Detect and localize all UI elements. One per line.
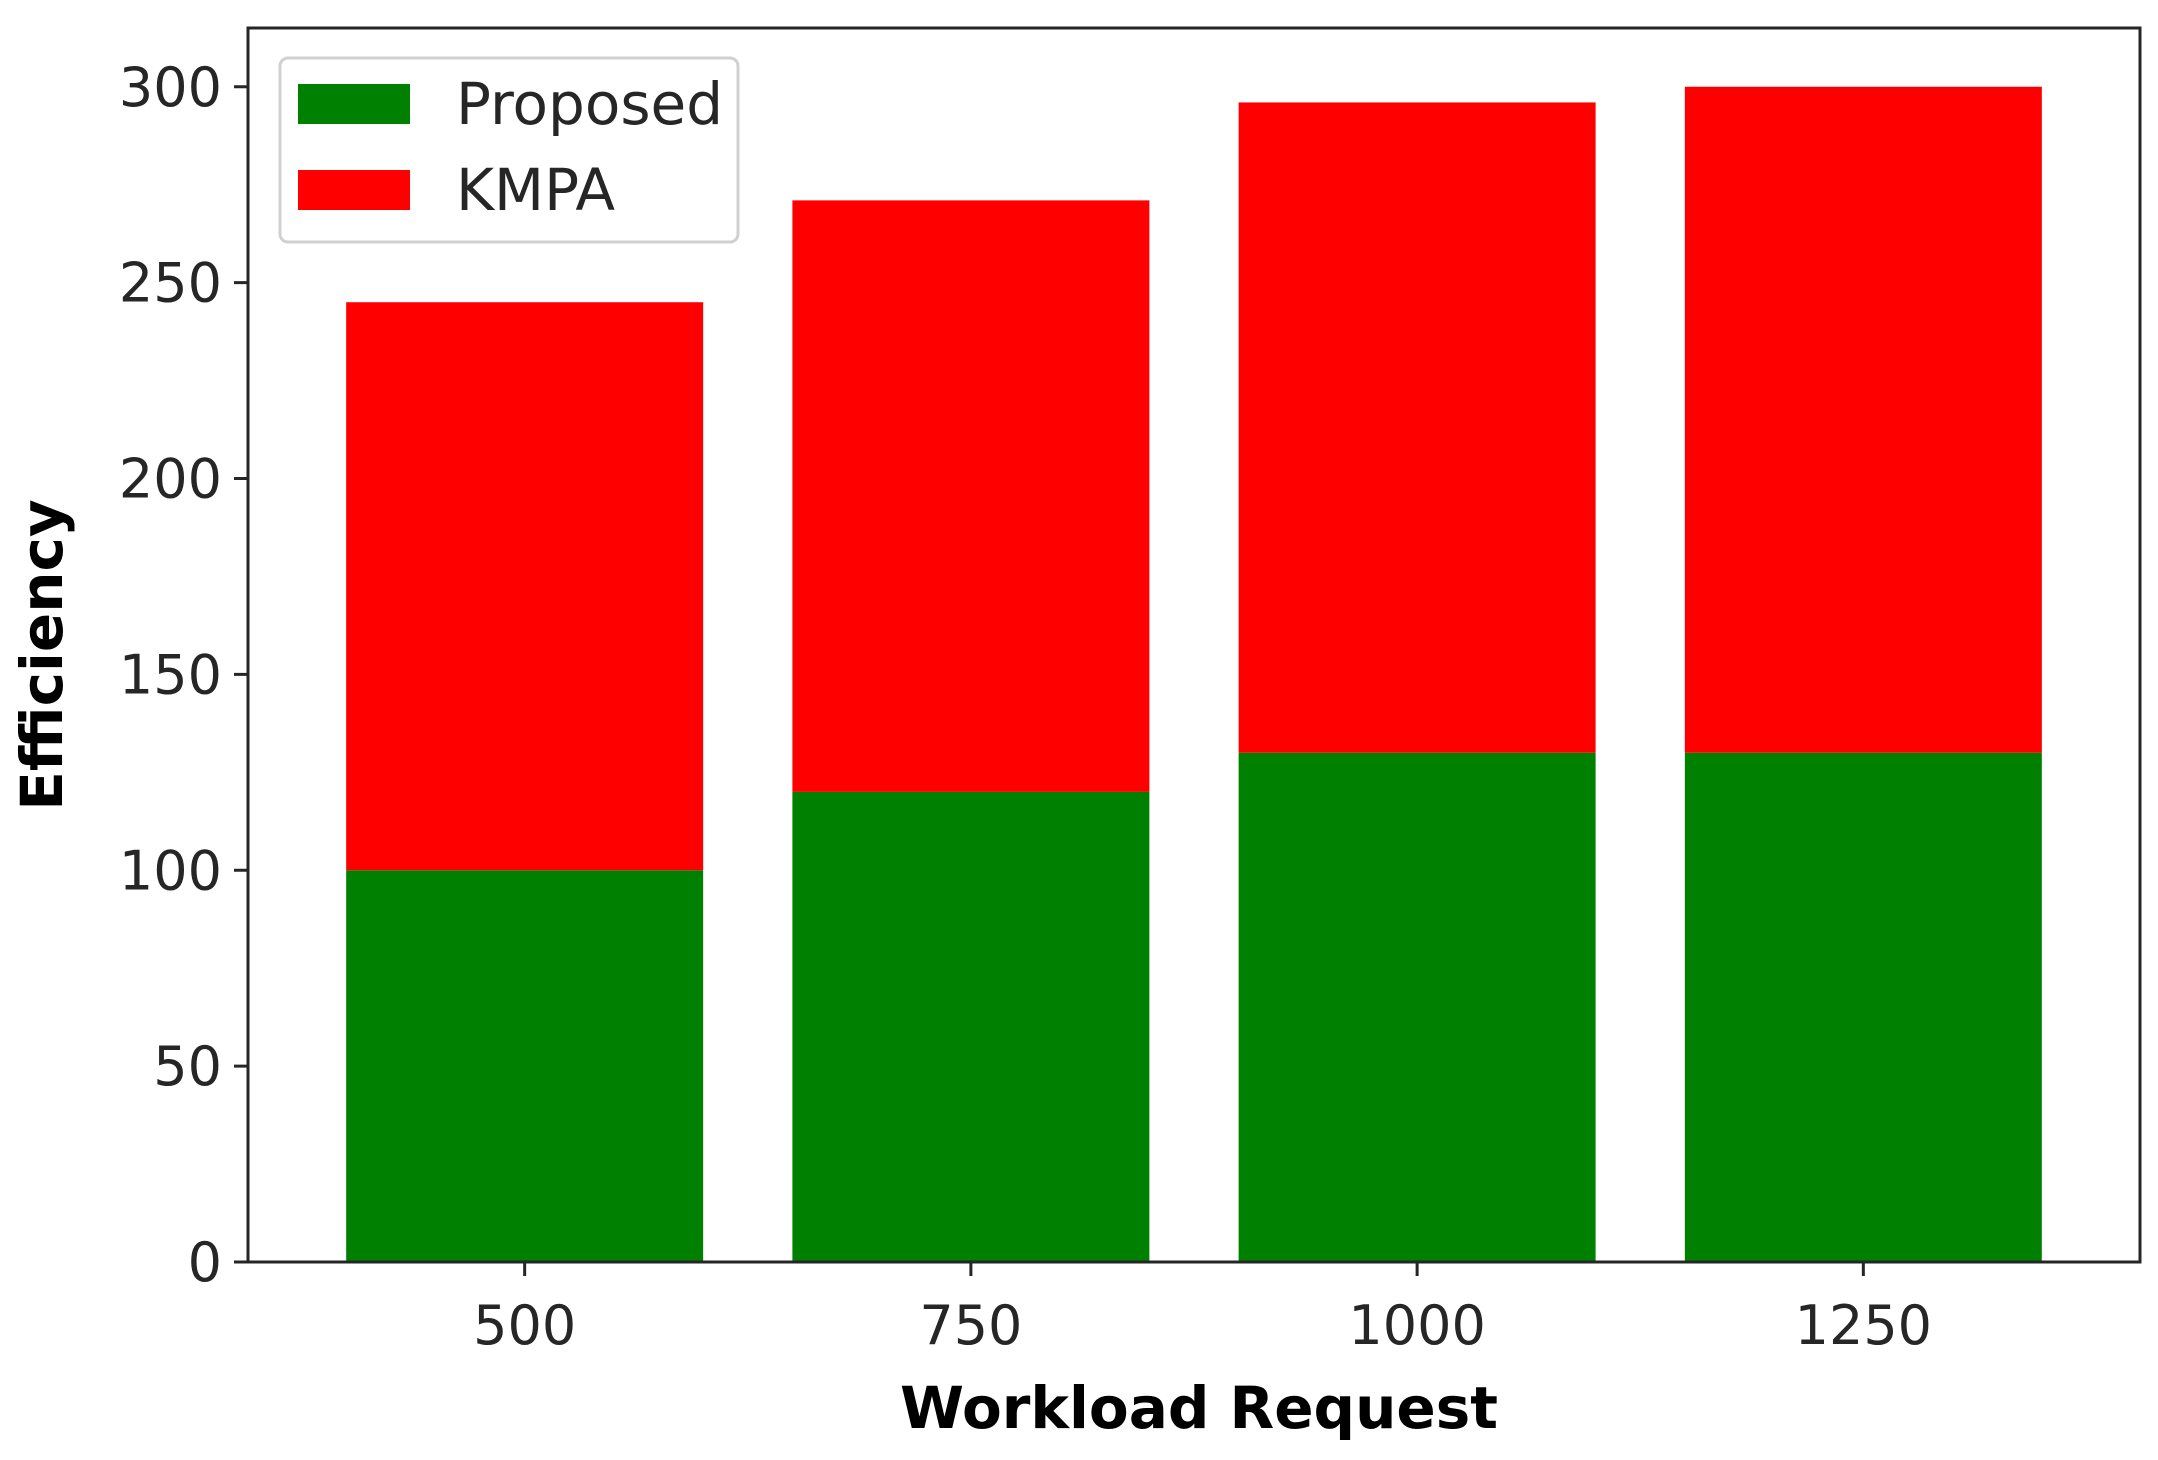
legend-swatch-proposed <box>298 84 410 124</box>
x-tick-label: 750 <box>919 1294 1022 1357</box>
legend-label-kmpa: KMPA <box>456 156 615 224</box>
y-tick-label: 200 <box>119 448 222 511</box>
y-tick-label: 100 <box>119 839 222 902</box>
bar-kmpa-750 <box>792 200 1150 792</box>
bar-kmpa-1000 <box>1238 102 1596 753</box>
bar-proposed-750 <box>792 791 1150 1262</box>
legend-label-proposed: Proposed <box>456 70 723 138</box>
x-tick-label: 1250 <box>1795 1294 1932 1357</box>
ticks-layer: 0 50 100 150 200 250 300 500 750 1000 1250 <box>119 56 1932 1357</box>
legend: Proposed KMPA <box>278 56 740 244</box>
legend-swatch-kmpa <box>298 170 410 210</box>
y-axis-title: Efficiency <box>8 499 76 810</box>
y-tick-label: 0 <box>188 1231 222 1294</box>
y-tick-label: 150 <box>119 643 222 706</box>
bar-kmpa-500 <box>346 302 704 871</box>
bars-layer <box>346 86 2042 1262</box>
x-tick-label: 1000 <box>1348 1294 1485 1357</box>
y-tick-label: 250 <box>119 252 222 315</box>
bar-proposed-500 <box>346 870 704 1262</box>
y-tick-label: 50 <box>153 1035 222 1098</box>
x-axis-title: Workload Request <box>900 1374 1498 1442</box>
plot-frame <box>246 26 2142 1264</box>
axes-layer <box>246 26 2142 1264</box>
bar-proposed-1250 <box>1684 752 2042 1262</box>
x-tick-label: 500 <box>473 1294 576 1357</box>
bar-kmpa-1250 <box>1684 86 2042 753</box>
y-tick-label: 300 <box>119 56 222 119</box>
bar-proposed-1000 <box>1238 752 1596 1262</box>
